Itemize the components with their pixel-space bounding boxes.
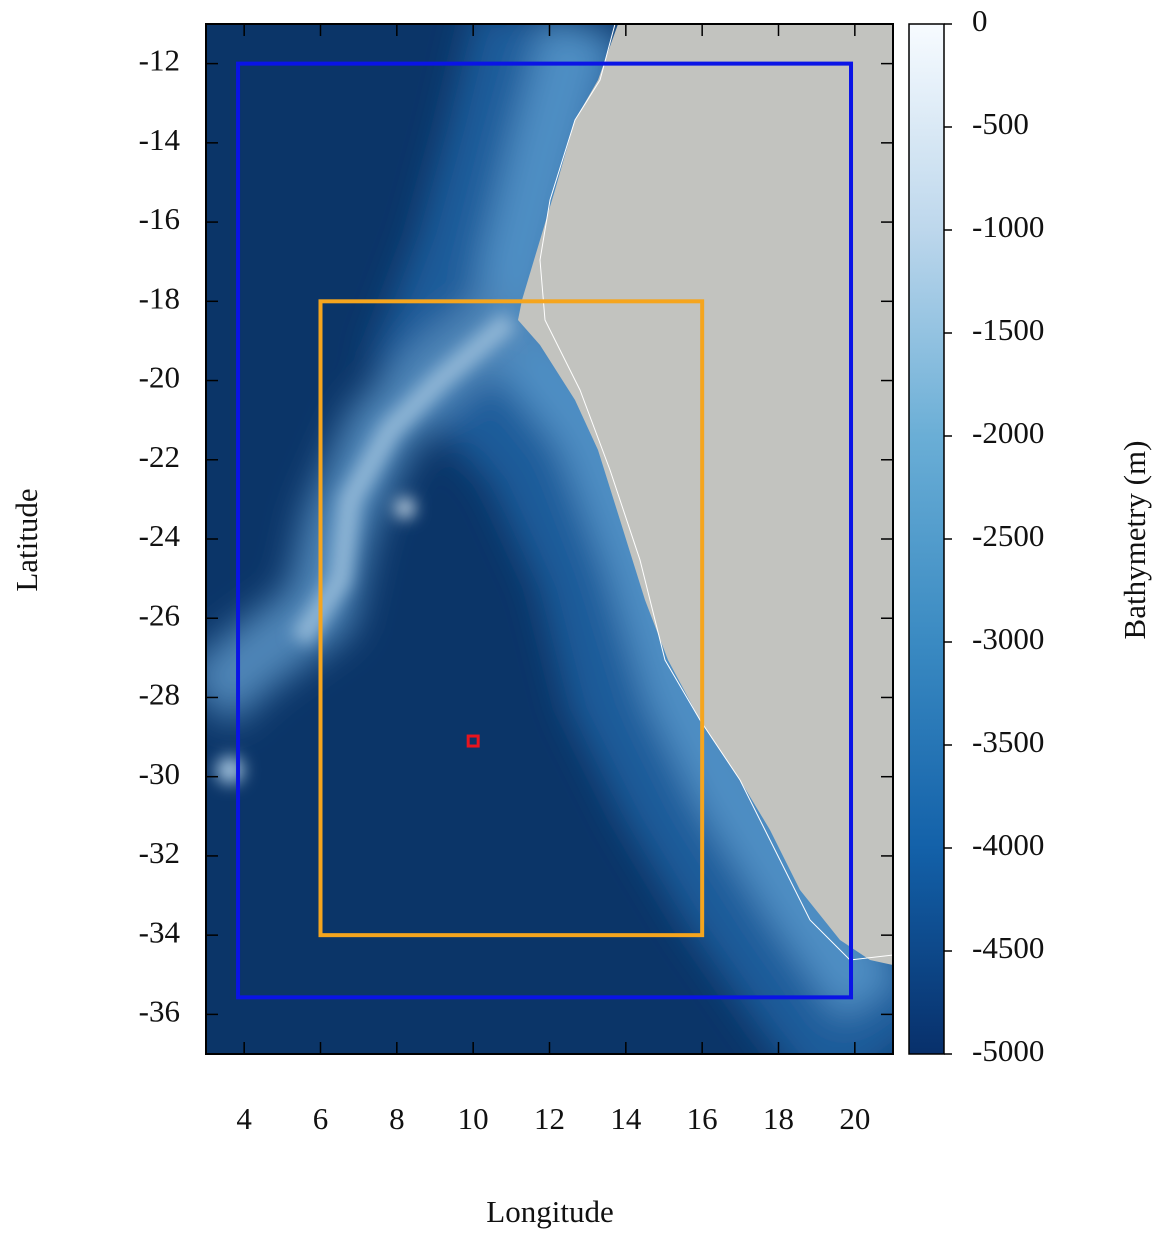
x-tick-label: 12	[534, 1101, 565, 1136]
x-tick-label: 14	[610, 1101, 642, 1136]
colorbar-tick-label: -3000	[972, 621, 1044, 656]
y-tick-label: -26	[139, 597, 180, 632]
y-axis-label: Latitude	[9, 488, 44, 591]
x-tick-label: 10	[458, 1101, 489, 1136]
x-tick-label: 16	[687, 1101, 718, 1136]
colorbar-tick-label: -5000	[972, 1033, 1044, 1068]
x-axis-label: Longitude	[486, 1194, 613, 1229]
y-tick-label: -22	[139, 439, 180, 474]
colorbar-tick-label: 0	[972, 3, 988, 38]
x-tick-label: 18	[763, 1101, 794, 1136]
region-box	[236, 61, 854, 1000]
bathymetry-map	[206, 24, 893, 1054]
colorbar-tick-label: -4000	[972, 827, 1044, 862]
y-tick-label: -18	[139, 280, 180, 315]
colorbar-tick-label: -4500	[972, 930, 1044, 965]
region-box	[318, 299, 705, 938]
y-tick-label: -20	[139, 360, 180, 395]
colorbar-label: Bathymetry (m)	[1117, 441, 1152, 640]
y-tick-label: -30	[139, 756, 180, 791]
x-tick-label: 20	[839, 1101, 870, 1136]
y-tick-label: -24	[139, 518, 181, 553]
colorbar-tick-label: -1000	[972, 209, 1044, 244]
colorbar-tick-label: -1500	[972, 312, 1044, 347]
x-tick-label: 8	[389, 1101, 405, 1136]
x-tick-label: 6	[313, 1101, 329, 1136]
y-tick-label: -32	[139, 835, 180, 870]
y-tick-label: -36	[139, 993, 180, 1028]
colorbar-tick-label: -3500	[972, 724, 1044, 759]
y-tick-label: -34	[139, 914, 181, 949]
colorbar-tick-label: -500	[972, 106, 1029, 141]
y-tick-label: -14	[139, 122, 181, 157]
y-tick-label: -12	[139, 43, 180, 78]
colorbar	[908, 23, 945, 1055]
colorbar-tick-label: -2000	[972, 415, 1044, 450]
land	[518, 24, 893, 965]
y-tick-label: -16	[139, 201, 180, 236]
coastline	[539, 24, 893, 961]
y-tick-label: -28	[139, 677, 180, 712]
point-marker	[466, 734, 480, 748]
colorbar-tick-label: -2500	[972, 518, 1044, 553]
x-tick-label: 4	[236, 1101, 252, 1136]
